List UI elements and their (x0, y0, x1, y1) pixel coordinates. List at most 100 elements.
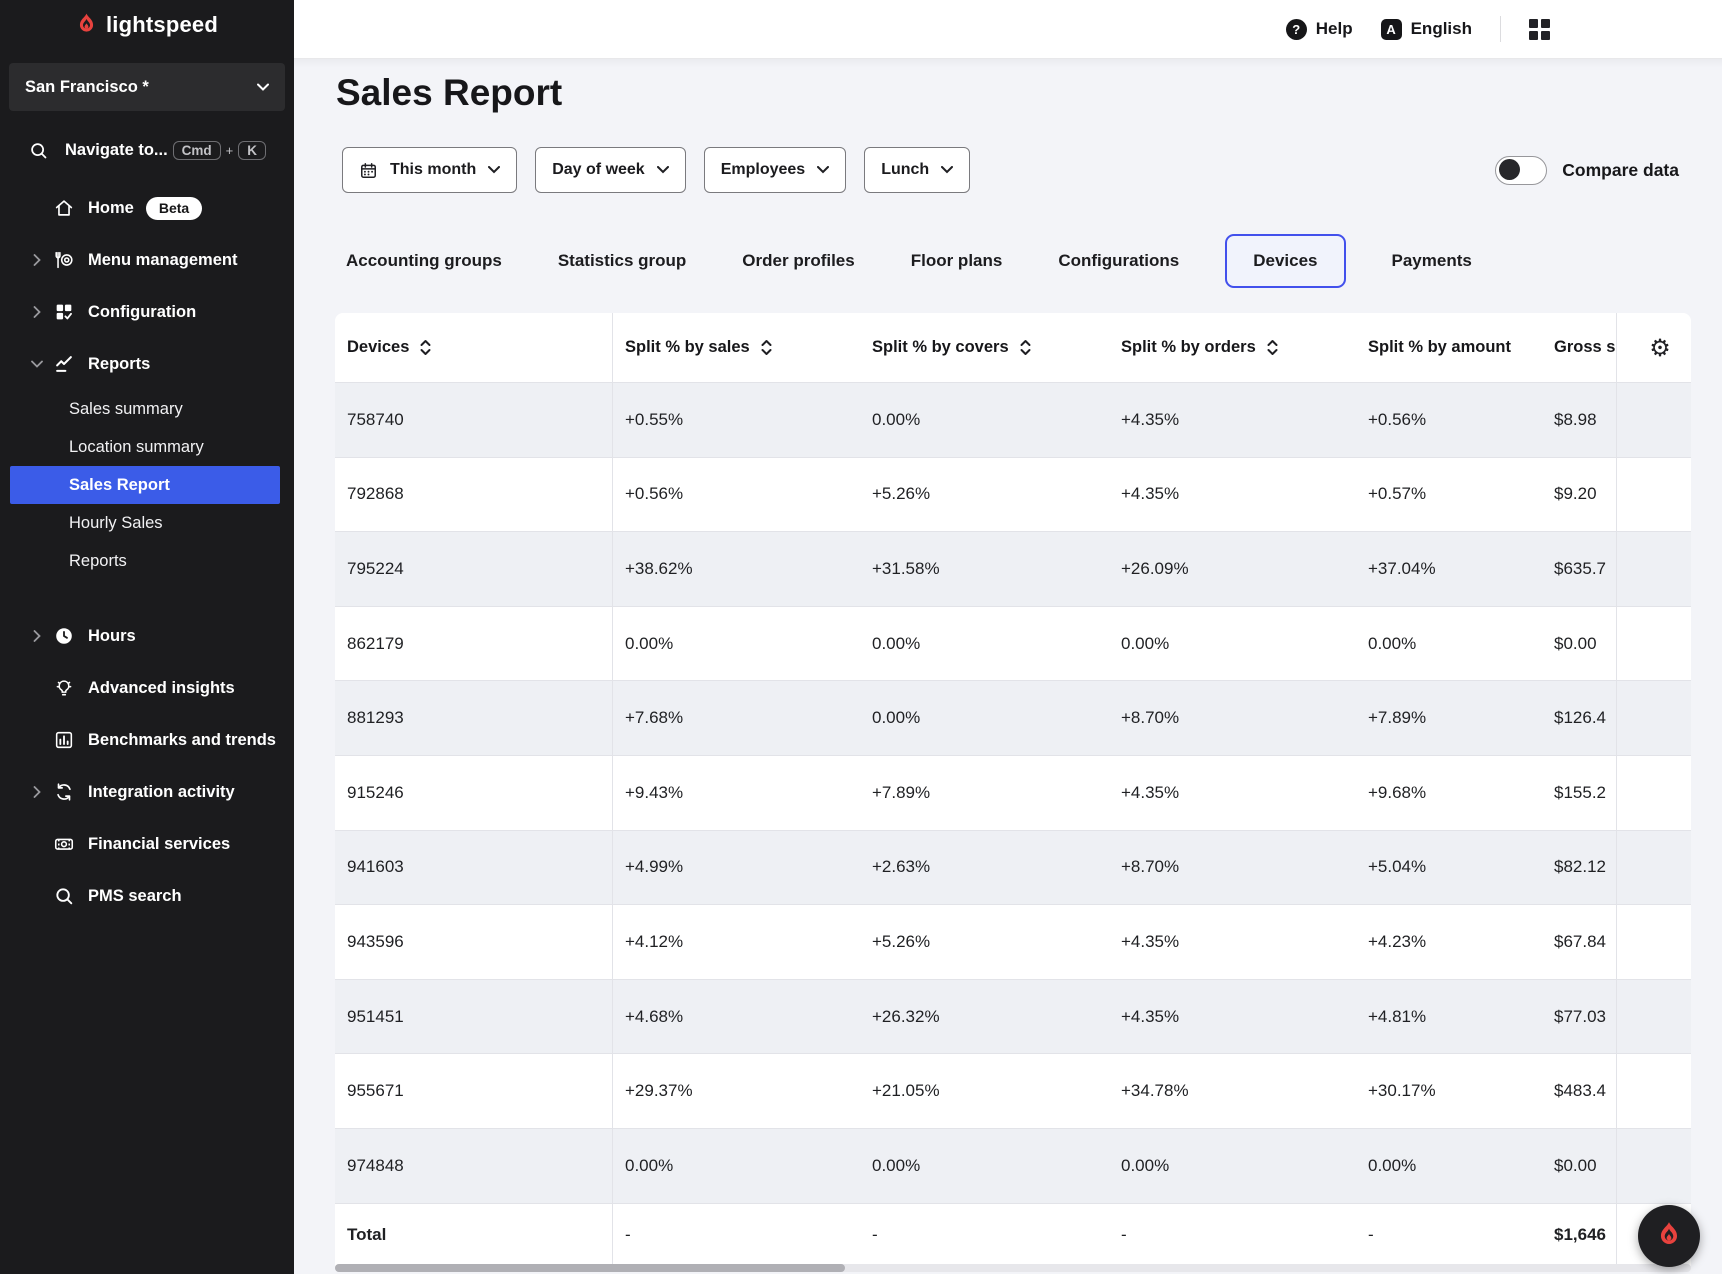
sidebar-item-sales-report[interactable]: Sales Report (10, 466, 280, 504)
sidebar-item-sales-summary[interactable]: Sales summary (10, 390, 280, 428)
device-cell: 758740 (335, 383, 613, 457)
chevron-right-icon (30, 254, 44, 266)
split-orders-cell: +4.35% (1109, 457, 1356, 532)
split-sales-cell: +0.56% (613, 457, 860, 532)
filter-label: Lunch (881, 161, 930, 178)
date-range-filter[interactable]: This month (342, 147, 518, 193)
column-header-split-sales[interactable]: Split % by sales (613, 313, 860, 382)
navigate-search[interactable]: Navigate to... Cmd + K (0, 127, 294, 173)
help-button[interactable]: ? Help (1285, 18, 1353, 40)
split-sales-cell: +9.43% (613, 755, 860, 830)
split-sales-cell: 0.00% (613, 606, 860, 681)
split-covers-cell: +5.26% (860, 905, 1109, 979)
split-orders-cell: 0.00% (1109, 1128, 1356, 1203)
apps-grid-icon[interactable] (1529, 18, 1550, 40)
gear-icon[interactable]: ⚙ (1649, 333, 1671, 362)
sidebar-item-financial-services[interactable]: Financial services (0, 818, 294, 870)
split-sales-cell: +4.99% (613, 830, 860, 905)
split-covers-cell: 0.00% (860, 1128, 1109, 1203)
column-header-label: Devices (347, 338, 410, 356)
gross-sales-cell: $483.4 (1542, 1054, 1616, 1128)
chevron-down-icon (488, 166, 501, 174)
filter-label: This month (390, 161, 477, 178)
split-amount-cell: 0.00% (1356, 1128, 1542, 1203)
split-amount-cell: +0.57% (1356, 457, 1542, 532)
split-amount-cell: +9.68% (1356, 755, 1542, 830)
help-label: Help (1315, 19, 1353, 38)
horizontal-scrollbar[interactable] (335, 1264, 1691, 1272)
gross-sales-cell: $0.00 (1542, 606, 1616, 681)
split-sales-cell: +29.37% (613, 1054, 860, 1128)
table-row: 941603 +4.99% +2.63% +8.70% +5.04% $82.12 (335, 829, 1691, 905)
tab-statistics-group[interactable]: Statistics group (557, 251, 687, 270)
column-header-label: Split % by orders (1121, 338, 1256, 356)
gear-column-cell (1616, 979, 1691, 1054)
tab-devices[interactable]: Devices (1225, 234, 1346, 288)
devices-table: Devices Split % by sales Split % by cove… (335, 313, 1691, 1266)
sync-icon (52, 781, 76, 803)
column-header-gross-sales[interactable]: Gross s (1542, 313, 1616, 382)
tab-payments[interactable]: Payments (1391, 251, 1472, 270)
sidebar-item-menu-management[interactable]: Menu management (0, 234, 294, 286)
lightspeed-fab-button[interactable] (1638, 1205, 1700, 1267)
language-button[interactable]: A English (1380, 18, 1472, 40)
tab-configurations[interactable]: Configurations (1058, 251, 1180, 270)
column-header-split-covers[interactable]: Split % by covers (860, 313, 1109, 382)
column-header-label: Split % by sales (625, 338, 750, 356)
employees-filter[interactable]: Employees (703, 147, 847, 193)
day-of-week-filter[interactable]: Day of week (535, 147, 686, 193)
compare-data-control: Compare data (1495, 147, 1679, 193)
device-cell: 941603 (335, 830, 613, 905)
device-cell: 795224 (335, 532, 613, 606)
sidebar: lightspeed San Francisco * Navigate to..… (0, 0, 294, 1274)
sidebar-item-label: Menu management (88, 250, 238, 269)
sidebar-item-integration-activity[interactable]: Integration activity (0, 766, 294, 818)
sidebar-item-hours[interactable]: Hours (0, 610, 294, 662)
split-covers-cell: 0.00% (860, 681, 1109, 755)
device-cell: Total (335, 1203, 613, 1266)
filter-label: Day of week (552, 161, 645, 178)
split-sales-cell: +7.68% (613, 681, 860, 755)
column-header-split-orders[interactable]: Split % by orders (1109, 313, 1356, 382)
tabs-row: Accounting groups Statistics group Order… (336, 234, 1482, 288)
tab-accounting-groups[interactable]: Accounting groups (346, 251, 502, 270)
gross-sales-cell: $155.2 (1542, 755, 1616, 830)
flame-icon (76, 12, 97, 38)
sidebar-item-home[interactable]: Home Beta (0, 182, 294, 234)
table-row: 943596 +4.12% +5.26% +4.35% +4.23% $67.84 (335, 904, 1691, 979)
sidebar-item-location-summary[interactable]: Location summary (10, 428, 280, 466)
sidebar-item-configuration[interactable]: Configuration (0, 286, 294, 338)
compare-data-toggle[interactable] (1495, 155, 1548, 185)
tab-floor-plans[interactable]: Floor plans (910, 251, 1003, 270)
sidebar-item-hourly-sales[interactable]: Hourly Sales (10, 504, 280, 542)
column-header-devices[interactable]: Devices (335, 313, 613, 382)
filters-row: This month Day of week Employees Lunch (342, 147, 971, 193)
beta-badge: Beta (145, 196, 203, 220)
gross-sales-cell: $1,646 (1542, 1203, 1616, 1266)
sidebar-item-pms-search[interactable]: PMS search (0, 870, 294, 922)
scrollbar-thumb[interactable] (335, 1264, 845, 1272)
sidebar-item-reports-sub[interactable]: Reports (10, 542, 280, 580)
table-row: 792868 +0.56% +5.26% +4.35% +0.57% $9.20 (335, 456, 1691, 532)
gross-sales-cell: $67.84 (1542, 905, 1616, 979)
split-orders-cell: 0.00% (1109, 606, 1356, 681)
column-header-split-amount[interactable]: Split % by amount (1356, 313, 1542, 382)
gross-sales-cell: $77.03 (1542, 979, 1616, 1054)
lunch-filter[interactable]: Lunch (864, 147, 971, 193)
top-bar: ? Help A English (294, 0, 1722, 58)
column-settings-cell: ⚙ (1616, 313, 1691, 382)
sidebar-item-reports[interactable]: Reports (0, 338, 294, 390)
chevron-right-icon (30, 630, 44, 642)
gross-sales-cell: $9.20 (1542, 457, 1616, 532)
location-selector[interactable]: San Francisco * (9, 63, 285, 111)
split-orders-cell: +4.35% (1109, 755, 1356, 830)
split-amount-cell: +37.04% (1356, 532, 1542, 606)
split-sales-cell: +38.62% (613, 532, 860, 606)
sidebar-item-advanced-insights[interactable]: Advanced insights (0, 662, 294, 714)
split-orders-cell: +8.70% (1109, 830, 1356, 905)
sidebar-item-benchmarks[interactable]: Benchmarks and trends (0, 714, 294, 766)
table-row: 795224 +38.62% +31.58% +26.09% +37.04% $635.7 (335, 531, 1691, 606)
tab-order-profiles[interactable]: Order profiles (742, 251, 855, 270)
device-cell: 862179 (335, 606, 613, 681)
split-amount-cell: +4.81% (1356, 979, 1542, 1054)
